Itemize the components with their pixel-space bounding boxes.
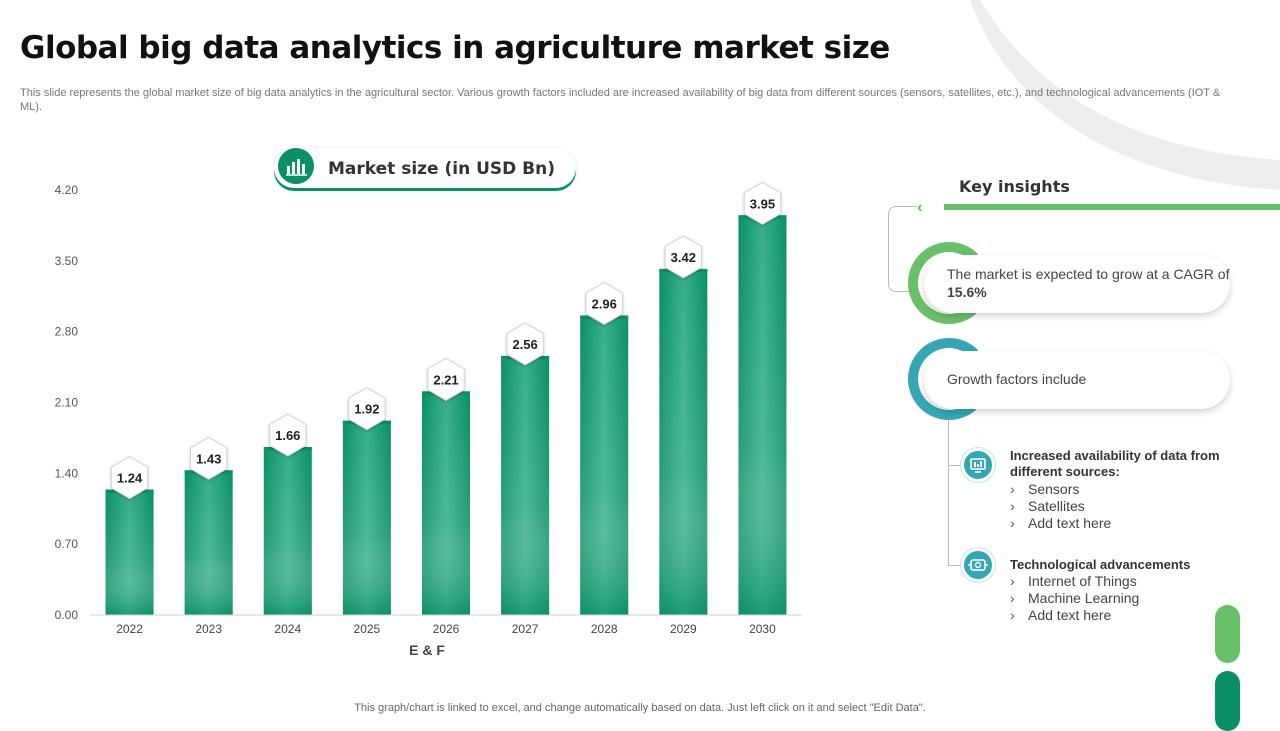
page-title: Global big data analytics in agriculture…: [20, 30, 890, 66]
key-insights-bar: [944, 204, 1280, 210]
x-tick-label: 2029: [670, 622, 697, 636]
list-item: › Satellites: [1010, 498, 1111, 515]
y-tick-label: 0.70: [55, 537, 79, 551]
connector-line: [948, 420, 949, 566]
list-item-label: Add text here: [1028, 515, 1112, 531]
x-tick-label: 2024: [274, 622, 301, 636]
factor-list: › Internet of Things › Machine Learning › A…: [1010, 573, 1139, 624]
data-label: 3.95: [750, 196, 775, 211]
x-tick-label: 2025: [354, 622, 381, 636]
bar-group: 2.21: [422, 357, 470, 615]
list-item-label: Sensors: [1028, 481, 1080, 497]
factor-heading: Increased availability of data from diff…: [1010, 448, 1220, 479]
x-tick-label: 2027: [512, 622, 539, 636]
list-item-label: Machine Learning: [1028, 590, 1140, 606]
x-axis-title: E & F: [409, 642, 445, 658]
chevron-right-icon: ›: [1010, 481, 1015, 497]
bar-shade: [659, 268, 708, 615]
bar-shade: [738, 215, 787, 616]
cagr-text: The market is expected to grow at a CAGR…: [947, 266, 1230, 282]
cagr-ring: [908, 242, 990, 324]
key-insights-title: Key insights: [959, 177, 1070, 196]
data-label: 1.66: [275, 428, 300, 443]
data-label-badge: [506, 322, 544, 366]
y-tick-label: 0.00: [55, 608, 79, 622]
y-tick-label: 1.40: [55, 466, 79, 480]
list-item: › Sensors: [1010, 481, 1111, 498]
data-label-badge: [348, 387, 386, 431]
list-item-label: Internet of Things: [1028, 573, 1137, 589]
bar-shade: [342, 420, 391, 615]
data-label: 1.92: [354, 402, 379, 417]
chevron-right-icon: ›: [1010, 590, 1015, 606]
bar-shade: [263, 447, 312, 615]
legend-label: Market size (in USD Bn): [328, 159, 556, 179]
cagr-value: 15.6%: [947, 284, 987, 300]
x-tick-label: 2023: [195, 622, 222, 636]
bar-group: 3.42: [659, 235, 708, 615]
bar-shade: [105, 489, 154, 615]
chevron-right-icon: ›: [1010, 515, 1015, 531]
list-item: › Internet of Things: [1010, 573, 1139, 590]
bar-group: 3.95: [738, 181, 787, 616]
data-sources-icon: [961, 448, 995, 482]
cagr-card: The market is expected to grow at a CAGR…: [924, 255, 1230, 313]
list-item-label: Add text here: [1028, 607, 1112, 623]
data-label-badge: [743, 181, 782, 225]
data-label-badge: [269, 413, 307, 457]
data-label-badge: [110, 455, 149, 500]
factor-list: › Sensors › Satellites › Add text here: [1010, 481, 1111, 532]
list-item: › Add text here: [1010, 607, 1139, 624]
data-label: 2.21: [433, 372, 458, 387]
bar-group: 2.56: [501, 322, 550, 615]
chevron-right-icon: ›: [1010, 573, 1015, 589]
bar-group: 1.92: [342, 387, 391, 615]
y-tick-label: 4.20: [55, 183, 79, 197]
data-label: 2.56: [512, 337, 537, 352]
bar-group: 1.24: [105, 455, 154, 615]
data-label: 3.42: [671, 250, 696, 265]
technology-icon: [961, 548, 995, 582]
data-label-badge: [664, 235, 703, 279]
y-tick-label: 2.80: [55, 325, 79, 339]
connector-bracket: [888, 206, 917, 292]
growth-ring: [908, 338, 990, 420]
footer-note: This graph/chart is linked to excel, and…: [354, 702, 926, 714]
bar-chart-icon: [276, 146, 316, 186]
y-tick-label: 2.10: [55, 396, 79, 410]
bar-group: 1.66: [263, 413, 312, 615]
bar-shade: [184, 470, 233, 615]
list-item: › Machine Learning: [1010, 590, 1139, 607]
chart-legend: Market size (in USD Bn): [274, 146, 576, 188]
bar-shade: [501, 355, 550, 615]
factor-heading: Technological advancements: [1010, 557, 1191, 572]
x-tick-label: 2028: [591, 622, 618, 636]
data-label: 1.43: [196, 451, 221, 466]
bar-group: 2.96: [580, 281, 629, 615]
list-item: › Add text here: [1010, 515, 1111, 532]
chevron-right-icon: ›: [1010, 498, 1015, 514]
data-label-badge: [427, 357, 465, 401]
bar-shade: [580, 315, 629, 615]
x-tick-label: 2022: [116, 622, 143, 636]
x-tick-label: 2026: [433, 622, 460, 636]
connector-branch: [948, 465, 962, 466]
x-tick-label: 2030: [749, 622, 776, 636]
bar-group: 1.43: [184, 436, 233, 615]
bar-shade: [422, 391, 470, 615]
data-label: 1.24: [117, 471, 143, 486]
list-item-label: Satellites: [1028, 498, 1085, 514]
page-subtitle: This slide represents the global market …: [20, 87, 1221, 113]
connector-branch: [948, 565, 962, 566]
chevron-right-icon: ›: [1010, 607, 1015, 623]
data-label: 2.96: [592, 296, 617, 311]
double-chevron-left-icon: ‹‹: [917, 199, 921, 216]
data-label-badge: [585, 281, 623, 326]
decorative-pill: [1215, 605, 1240, 663]
data-label-badge: [189, 436, 228, 480]
bar-chart: 0.00 0.70 1.40 2.10 2.80 3.50 4.20 1.24 1.43 1.6…: [55, 181, 802, 658]
decorative-pill: [1215, 671, 1240, 731]
growth-card: Growth factors include: [924, 351, 1230, 409]
y-tick-label: 3.50: [55, 254, 79, 268]
